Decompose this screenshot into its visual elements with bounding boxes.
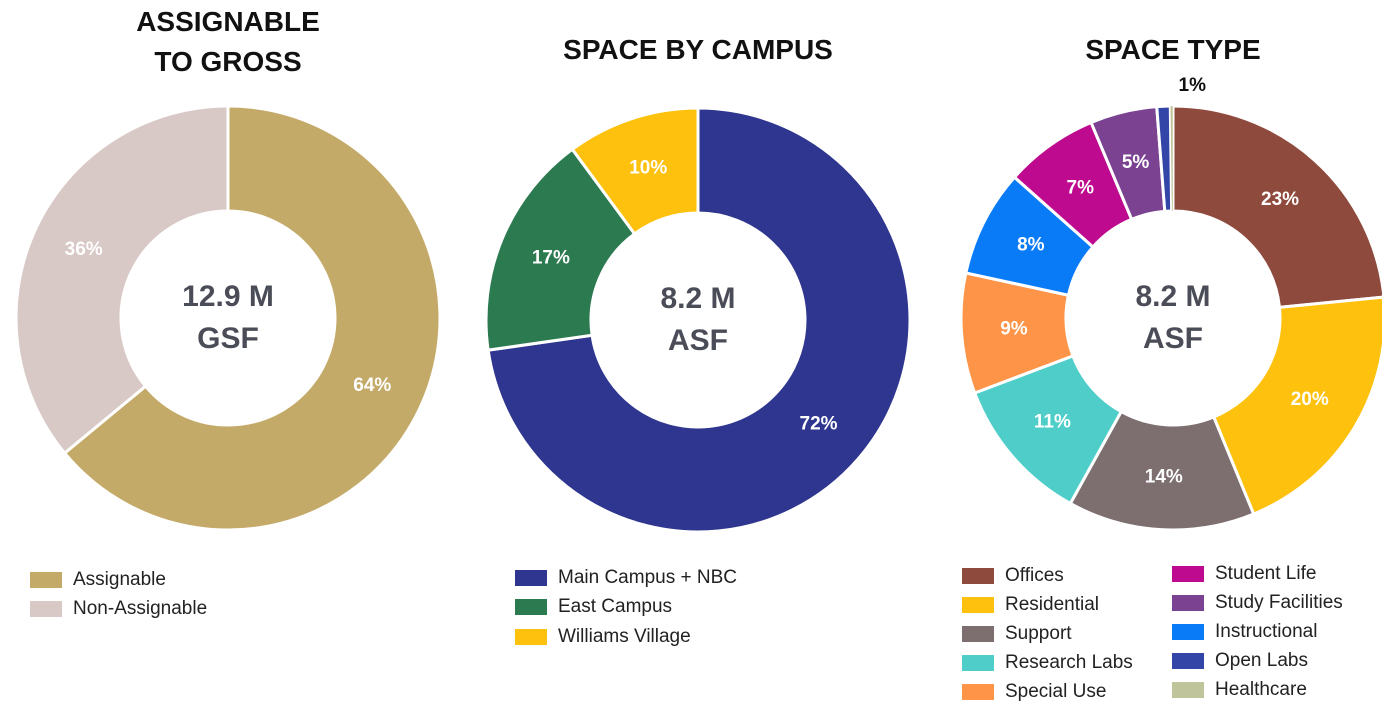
legend-label: Offices — [1005, 565, 1064, 586]
data-label: 36% — [65, 239, 103, 260]
legend-label: Instructional — [1215, 621, 1317, 642]
data-label: 11% — [1034, 411, 1071, 432]
chart-title: SPACE TYPE — [1085, 34, 1261, 65]
legend-label: Healthcare — [1215, 679, 1307, 700]
legend-label: Assignable — [73, 569, 166, 590]
slice — [62, 104, 442, 532]
legend-swatch — [1172, 624, 1204, 640]
legend-swatch — [30, 601, 62, 617]
center-label: GSF — [197, 322, 259, 355]
data-label: 1% — [1179, 75, 1207, 96]
slice — [570, 106, 700, 236]
data-label: 7% — [1067, 177, 1095, 198]
data-label: 20% — [1291, 389, 1329, 410]
chart-title: SPACE BY CAMPUS — [563, 34, 833, 65]
slice — [484, 147, 637, 352]
legend-label: Student Life — [1215, 563, 1316, 584]
data-label: 72% — [800, 413, 838, 434]
data-label: 8% — [1017, 235, 1045, 256]
legend-swatch — [30, 572, 62, 588]
legend-label: Williams Village — [558, 626, 691, 647]
legend-swatch — [1172, 595, 1204, 611]
legend-label: Study Facilities — [1215, 592, 1343, 613]
legend-swatch — [515, 599, 547, 615]
slice — [1211, 295, 1382, 517]
legend-label: Open Labs — [1215, 650, 1308, 671]
data-label: 64% — [353, 375, 391, 396]
legend-swatch — [962, 655, 994, 671]
data-label: 9% — [1000, 319, 1028, 340]
center-label: 12.9 M — [182, 280, 274, 313]
center-label: 8.2 M — [660, 282, 735, 315]
slice — [14, 104, 230, 456]
legend-label: Main Campus + NBC — [558, 567, 737, 588]
legend-swatch — [1172, 653, 1204, 669]
legend-swatch — [515, 629, 547, 645]
legend-swatch — [962, 568, 994, 584]
legend-label: Non-Assignable — [73, 598, 207, 619]
legend-swatch — [962, 626, 994, 642]
legend-swatch — [962, 684, 994, 700]
legend-label: Residential — [1005, 594, 1099, 615]
data-label: 17% — [532, 247, 570, 268]
data-label: 10% — [629, 157, 667, 178]
slice — [1171, 104, 1382, 310]
legend-swatch — [1172, 682, 1204, 698]
center-label: ASF — [668, 324, 728, 357]
slice — [1170, 105, 1174, 212]
data-label: 14% — [1145, 466, 1183, 487]
chart-title: ASSIGNABLE TO GROSS — [136, 6, 320, 77]
center-label: 8.2 M — [1135, 280, 1210, 313]
legend-swatch — [1172, 566, 1204, 582]
legend-label: East Campus — [558, 596, 672, 617]
legend-label: Support — [1005, 623, 1072, 644]
legend-swatch — [515, 570, 547, 586]
legend-label: Research Labs — [1005, 652, 1133, 673]
slice — [486, 106, 912, 534]
data-label: 5% — [1122, 152, 1150, 173]
center-label: ASF — [1143, 322, 1203, 355]
legend-label: Special Use — [1005, 681, 1106, 702]
legend-swatch — [962, 597, 994, 613]
data-label: 23% — [1261, 189, 1299, 210]
